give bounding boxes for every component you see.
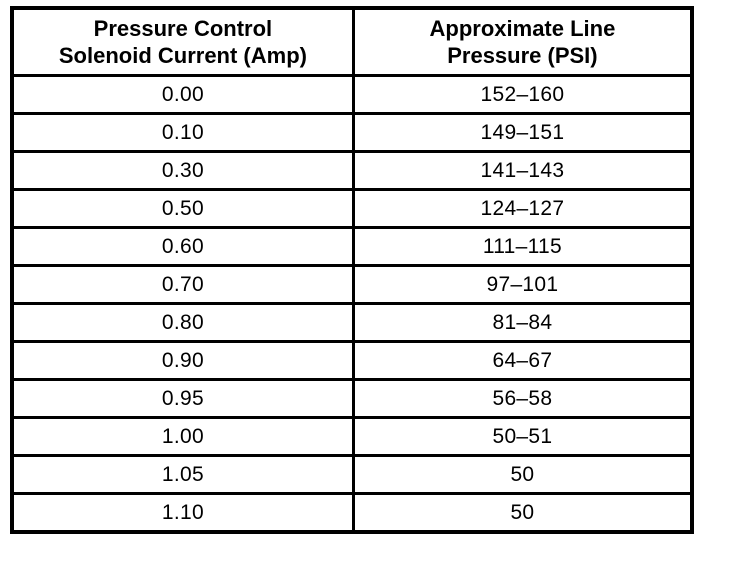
current-cell: 0.60: [10, 226, 355, 267]
table-row: 1.10 50: [10, 492, 694, 534]
pressure-cell: 141–143: [351, 150, 694, 191]
table-row: 1.00 50–51: [10, 416, 694, 457]
current-cell: 1.10: [10, 492, 355, 534]
table-row: 0.95 56–58: [10, 378, 694, 419]
pressure-cell: 81–84: [351, 302, 694, 343]
table-row: 0.80 81–84: [10, 302, 694, 343]
table-row: 1.05 50: [10, 454, 694, 495]
header-line: Solenoid Current (Amp): [58, 43, 307, 68]
column-header-line-pressure: Approximate Line Pressure (PSI): [351, 6, 694, 77]
pressure-cell: 149–151: [351, 112, 694, 153]
current-cell: 1.00: [10, 416, 355, 457]
table-row: 0.60 111–115: [10, 226, 694, 267]
header-line: Pressure Control: [93, 15, 273, 41]
pressure-cell: 50: [351, 492, 694, 534]
table-row: 0.70 97–101: [10, 264, 694, 305]
pressure-table: Pressure Control Solenoid Current (Amp) …: [10, 6, 694, 534]
header-line: Pressure (PSI): [447, 43, 598, 68]
current-cell: 1.05: [10, 454, 355, 495]
table-row: 0.50 124–127: [10, 188, 694, 229]
table-row: 0.00 152–160: [10, 74, 694, 115]
current-cell: 0.50: [10, 188, 355, 229]
table-row: 0.10 149–151: [10, 112, 694, 153]
current-cell: 0.10: [10, 112, 355, 153]
header-line: Approximate Line: [429, 15, 616, 41]
current-cell: 0.70: [10, 264, 355, 305]
pressure-cell: 152–160: [351, 74, 694, 115]
current-cell: 0.30: [10, 150, 355, 191]
current-cell: 0.80: [10, 302, 355, 343]
current-cell: 0.00: [10, 74, 355, 115]
table-row: 0.30 141–143: [10, 150, 694, 191]
pressure-cell: 111–115: [351, 226, 694, 267]
pressure-cell: 97–101: [351, 264, 694, 305]
pressure-cell: 50–51: [351, 416, 694, 457]
current-cell: 0.90: [10, 340, 355, 381]
column-header-solenoid-current: Pressure Control Solenoid Current (Amp): [10, 6, 355, 77]
pressure-cell: 50: [351, 454, 694, 495]
header-row: Pressure Control Solenoid Current (Amp) …: [10, 6, 694, 77]
pressure-cell: 124–127: [351, 188, 694, 229]
table-row: 0.90 64–67: [10, 340, 694, 381]
current-cell: 0.95: [10, 378, 355, 419]
pressure-cell: 56–58: [351, 378, 694, 419]
pressure-cell: 64–67: [351, 340, 694, 381]
